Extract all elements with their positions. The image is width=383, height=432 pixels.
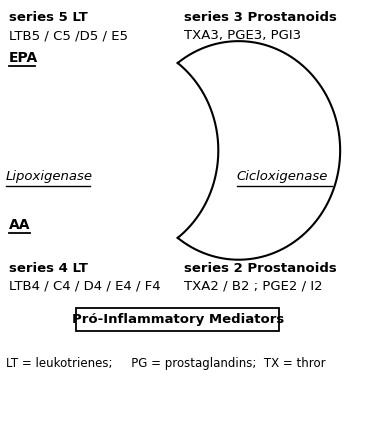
FancyBboxPatch shape [76,308,279,331]
Text: LTB5 / C5 /D5 / E5: LTB5 / C5 /D5 / E5 [9,29,128,42]
Text: Cicloxigenase: Cicloxigenase [237,170,328,183]
Text: AA: AA [9,218,30,232]
Text: series 2 Prostanoids: series 2 Prostanoids [184,262,337,275]
Text: series 3 Prostanoids: series 3 Prostanoids [184,11,337,24]
Text: series 5 LT: series 5 LT [9,11,88,24]
Text: Lipoxigenase: Lipoxigenase [6,170,93,183]
Text: TXA3, PGE3, PGI3: TXA3, PGE3, PGI3 [184,29,301,42]
Text: Pró-Inflammatory Mediators: Pró-Inflammatory Mediators [72,313,284,326]
Text: LT = leukotrienes;     PG = prostaglandins;  TX = thror: LT = leukotrienes; PG = prostaglandins; … [6,357,326,370]
Text: series 4 LT: series 4 LT [9,262,88,275]
Text: LTB4 / C4 / D4 / E4 / F4: LTB4 / C4 / D4 / E4 / F4 [9,280,160,292]
Text: EPA: EPA [9,51,38,65]
Text: TXA2 / B2 ; PGE2 / I2: TXA2 / B2 ; PGE2 / I2 [184,280,323,292]
